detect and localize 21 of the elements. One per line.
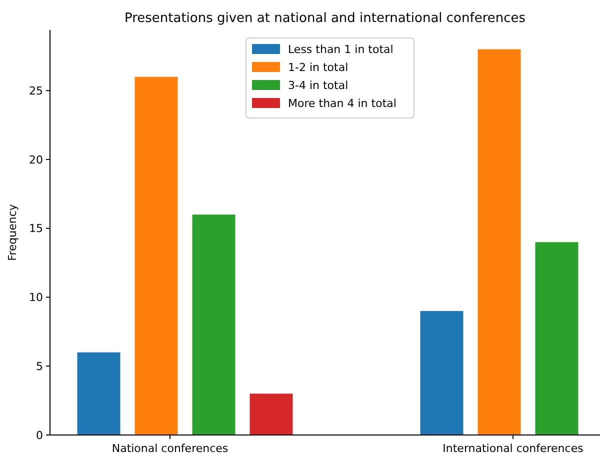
bar (134, 76, 178, 435)
y-tick-label: 25 (29, 84, 43, 98)
y-tick-label: 0 (36, 428, 43, 442)
legend-label: 1-2 in total (288, 60, 348, 74)
bar (478, 49, 521, 435)
bar (192, 214, 236, 435)
legend-label: More than 4 in total (288, 96, 396, 110)
bar (420, 311, 464, 435)
x-tick-label: National conferences (112, 442, 228, 454)
bar (535, 242, 578, 435)
bar (77, 352, 120, 435)
y-axis-title: Frequency (6, 204, 19, 261)
bar (250, 394, 293, 435)
chart-title: Presentations given at national and international conferences (124, 11, 526, 26)
x-tick-label: International conferences (442, 442, 584, 454)
legend-label: 3-4 in total (288, 78, 348, 92)
y-tick-label: 5 (36, 360, 43, 373)
legend-label: Less than 1 in total (288, 42, 394, 56)
y-tick-label: 20 (29, 153, 43, 166)
y-tick-label: 15 (29, 222, 43, 236)
y-tick-label: 10 (29, 291, 43, 304)
